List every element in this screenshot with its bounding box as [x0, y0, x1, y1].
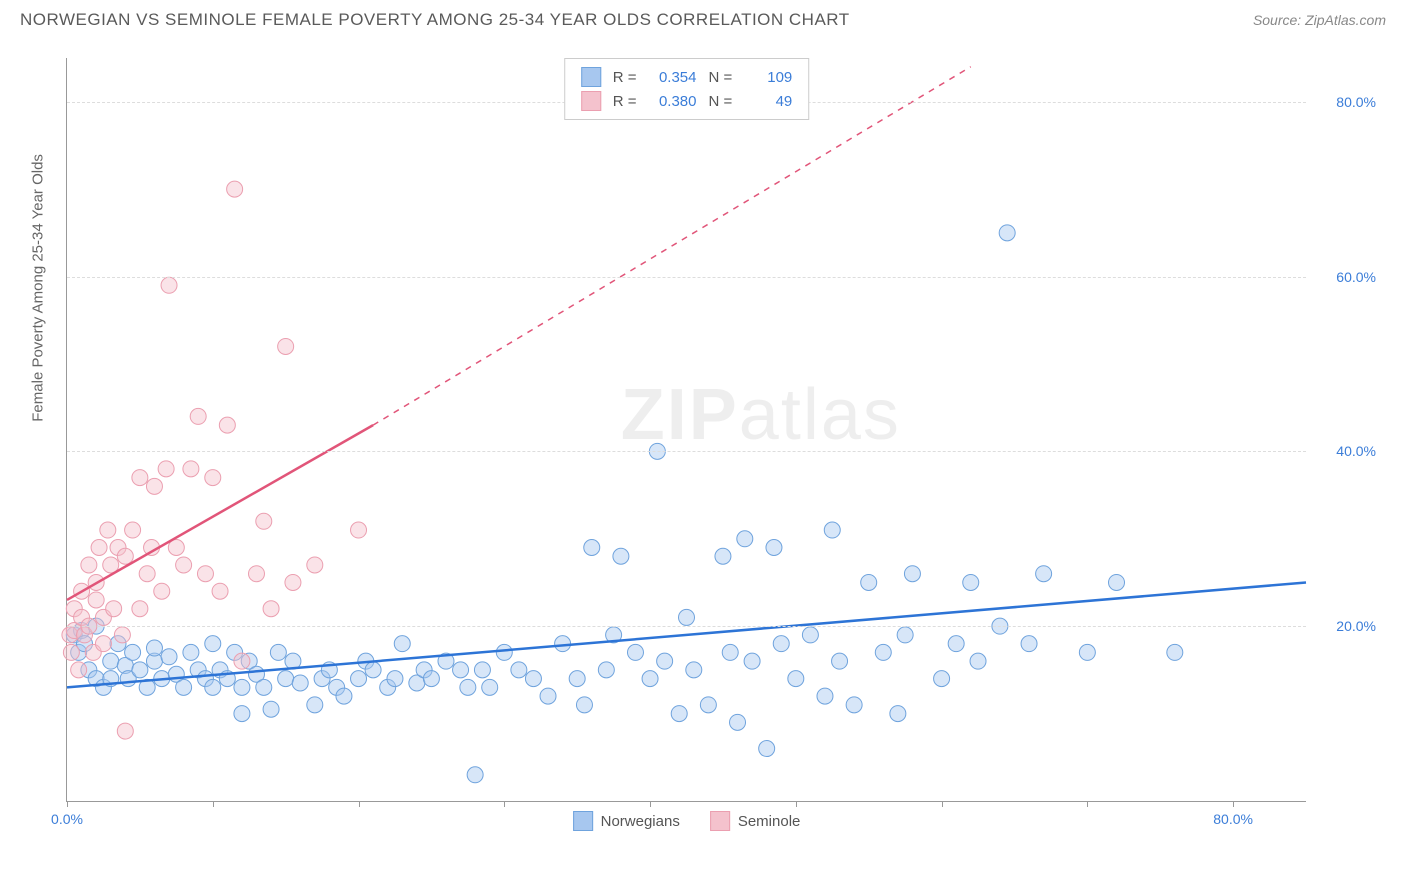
n-value-1: 49 — [744, 93, 792, 110]
y-tick-label: 20.0% — [1316, 618, 1376, 634]
legend-swatch-norwegians — [573, 811, 593, 831]
y-tick-label: 80.0% — [1316, 94, 1376, 110]
source-attribution: Source: ZipAtlas.com — [1253, 12, 1386, 28]
series-legend: Norwegians Seminole — [573, 811, 801, 831]
series-legend-item-0: Norwegians — [573, 811, 680, 831]
x-tick-label: 80.0% — [1213, 811, 1253, 827]
r-label: R = — [613, 93, 637, 110]
n-label: N = — [709, 93, 733, 110]
y-tick-label: 60.0% — [1316, 269, 1376, 285]
correlation-legend: R = 0.354 N = 109 R = 0.380 N = 49 — [564, 58, 810, 120]
r-value-0: 0.354 — [649, 69, 697, 86]
r-value-1: 0.380 — [649, 93, 697, 110]
n-value-0: 109 — [744, 69, 792, 86]
series-label-1: Seminole — [738, 813, 801, 830]
correlation-legend-row-1: R = 0.380 N = 49 — [581, 89, 793, 113]
source-name: ZipAtlas.com — [1305, 12, 1386, 28]
x-tick-label: 0.0% — [51, 811, 83, 827]
plot-area: R = 0.354 N = 109 R = 0.380 N = 49 ZIPat… — [66, 58, 1306, 802]
legend-swatch-norwegians — [581, 67, 601, 87]
chart-header: NORWEGIAN VS SEMINOLE FEMALE POVERTY AMO… — [0, 0, 1406, 38]
series-legend-item-1: Seminole — [710, 811, 801, 831]
chart-title: NORWEGIAN VS SEMINOLE FEMALE POVERTY AMO… — [20, 10, 850, 30]
r-label: R = — [613, 69, 637, 86]
chart-container: Female Poverty Among 25-34 Year Olds R =… — [48, 48, 1386, 832]
y-axis-label: Female Poverty Among 25-34 Year Olds — [30, 154, 47, 422]
series-label-0: Norwegians — [601, 813, 680, 830]
scatter-svg — [67, 58, 1306, 801]
legend-swatch-seminole — [710, 811, 730, 831]
correlation-legend-row-0: R = 0.354 N = 109 — [581, 65, 793, 89]
source-prefix: Source: — [1253, 12, 1305, 28]
y-tick-label: 40.0% — [1316, 443, 1376, 459]
legend-swatch-seminole — [581, 91, 601, 111]
n-label: N = — [709, 69, 733, 86]
